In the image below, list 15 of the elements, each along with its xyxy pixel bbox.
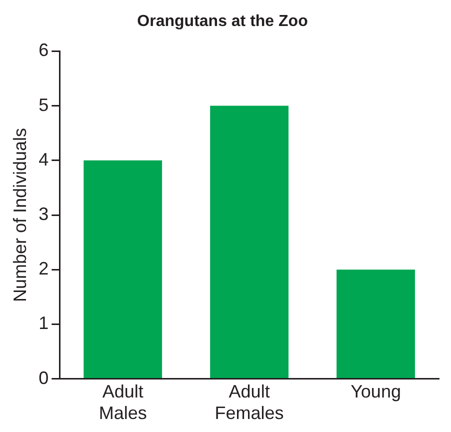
bar: [336, 270, 415, 378]
y-tick-label: 2: [38, 258, 49, 279]
y-tick-label: 5: [38, 94, 49, 115]
bar: [84, 160, 162, 378]
bar: [210, 106, 289, 378]
x-tick-label: Adult Males: [98, 382, 147, 424]
y-tick-label: 1: [38, 313, 49, 334]
y-axis-title: Number of Individuals: [10, 128, 30, 302]
x-tick-label: Young: [350, 382, 401, 402]
y-tick-label: 4: [38, 149, 49, 170]
x-tick-label: Adult Females: [214, 382, 284, 424]
y-tick-label: 0: [38, 368, 49, 388]
chart-title: Orangutans at the Zoo: [137, 13, 308, 30]
y-tick-label: 6: [38, 40, 49, 60]
y-tick-label: 3: [38, 204, 49, 224]
